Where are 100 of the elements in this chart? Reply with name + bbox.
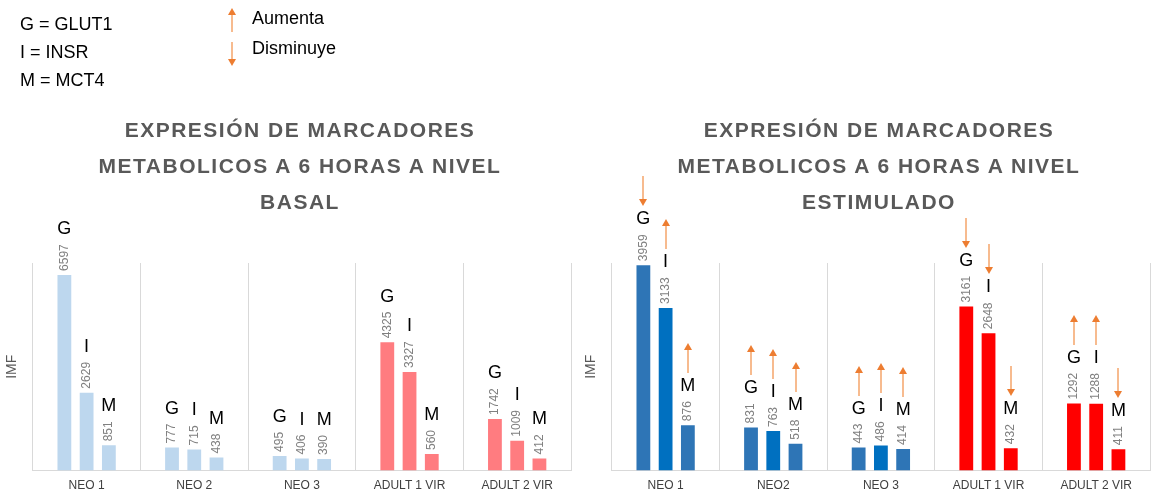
data-label: 390: [316, 434, 331, 456]
text: I: [878, 395, 884, 416]
bar: [187, 449, 202, 471]
bar: [424, 453, 439, 471]
text: I: [986, 276, 992, 297]
text: M: [531, 408, 547, 429]
text: G: [57, 218, 72, 239]
x-tick-label: ADULT 2 VIR: [481, 478, 554, 493]
data-label: 438: [208, 433, 223, 454]
bar: [510, 440, 525, 471]
text: I: [407, 315, 413, 336]
data-label: 486: [873, 421, 888, 442]
bar: [165, 447, 179, 471]
data-label: 1292: [1066, 372, 1081, 400]
data-label: 1742: [487, 387, 502, 415]
chart-title: EXPRESIÓN DE MARCADORES METABOLICOS A 6 HORAS A NIVEL ESTIMULADO: [676, 117, 1082, 215]
data-label: 560: [424, 429, 439, 450]
chart-title: EXPRESIÓN DE MARCADORES METABOLICOS A 6 HORAS A NIVEL BASAL: [97, 117, 503, 215]
data-label: 6597: [56, 243, 71, 271]
bar: [874, 445, 888, 471]
text: M: [424, 403, 440, 424]
text: M: [895, 399, 911, 420]
text: G = GLUT1: [20, 14, 113, 35]
data-label: 831: [743, 403, 758, 424]
data-label: 432: [1003, 423, 1018, 445]
x-tick-label: NEO 1: [68, 478, 105, 493]
x-tick-label: ADULT 1 VIR: [952, 478, 1025, 493]
text: I: [663, 251, 669, 272]
data-label: 406: [294, 434, 309, 455]
text: M = MCT4: [20, 70, 105, 91]
series-label: M: [316, 408, 332, 429]
text: M: [209, 407, 225, 428]
text: G: [959, 249, 974, 270]
bar: [380, 342, 395, 471]
data-label: 851: [101, 421, 116, 442]
bar: [295, 458, 309, 471]
text: M: [788, 393, 804, 414]
data-label: 414: [895, 424, 910, 446]
series-label: G: [744, 377, 759, 398]
data-label: 1009: [509, 409, 524, 437]
bar: [680, 425, 695, 471]
text: G: [165, 397, 180, 418]
data-label: 4325: [379, 311, 394, 339]
bar: [1003, 448, 1018, 471]
text: G: [1066, 346, 1081, 367]
data-label: 495: [271, 431, 286, 452]
bar: [959, 306, 974, 471]
bar: [744, 427, 758, 471]
data-label: 411: [1110, 425, 1125, 446]
x-tick-label: ADULT 2 VIR: [1060, 478, 1133, 493]
text: I: [84, 335, 90, 356]
x-tick-label: NEO 2: [176, 478, 213, 493]
bar: [1067, 403, 1081, 471]
text: I = INSR: [20, 42, 89, 63]
data-label: 763: [765, 406, 780, 427]
bar: [658, 308, 673, 471]
bar: [488, 418, 502, 471]
bar: [57, 274, 72, 471]
data-label: 715: [186, 425, 201, 446]
bar: [79, 392, 94, 471]
bar: [896, 449, 911, 471]
bar: [981, 333, 996, 471]
data-label: 876: [680, 400, 695, 422]
bar: [851, 447, 866, 471]
text: I: [1093, 347, 1099, 368]
bar: [1089, 403, 1104, 471]
data-label: 443: [850, 423, 865, 444]
bar: [766, 431, 781, 471]
text: M: [101, 395, 117, 416]
data-label: 3327: [401, 340, 416, 368]
text: G: [380, 285, 395, 306]
x-tick-label: ADULT 1 VIR: [373, 478, 446, 493]
bar: [402, 371, 417, 471]
data-label: 3959: [635, 234, 650, 262]
series-label: I: [299, 408, 305, 429]
text: I: [514, 383, 520, 404]
data-label: 3161: [958, 275, 973, 303]
bar: [101, 445, 116, 471]
data-label: 3133: [657, 276, 672, 304]
text: M: [1003, 398, 1019, 419]
bar: [532, 458, 547, 471]
text: G: [636, 208, 651, 229]
x-tick-label: NEO 1: [647, 478, 684, 493]
y-axis-title: IMF: [582, 354, 599, 379]
y-axis-title: IMF: [3, 354, 20, 379]
bar: [636, 265, 651, 471]
series-label: I: [770, 380, 776, 401]
bar: [788, 443, 803, 471]
bar: [272, 455, 287, 471]
data-label: 1288: [1088, 372, 1103, 400]
series-label: G: [272, 405, 287, 426]
text: I: [191, 399, 197, 420]
x-tick-label: NEO 3: [862, 478, 900, 493]
x-tick-label: NEO 3: [283, 478, 321, 493]
data-label: 2629: [78, 361, 93, 389]
bar: [317, 459, 332, 471]
x-tick-label: NEO2: [756, 478, 790, 493]
text: G: [851, 397, 866, 418]
data-label: 2648: [980, 302, 995, 330]
data-label: 518: [787, 419, 802, 440]
